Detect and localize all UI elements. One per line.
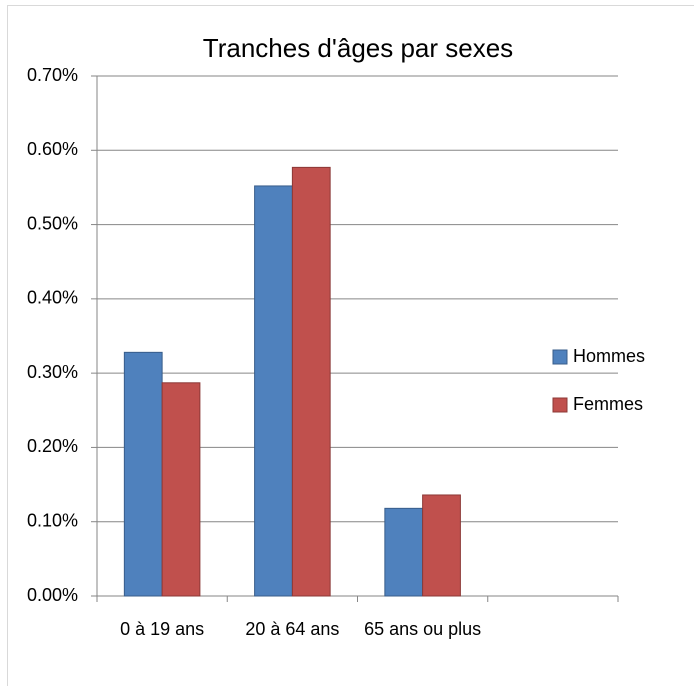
bar: [161, 382, 201, 597]
y-tick-label: 0.30%: [27, 362, 78, 382]
x-tick-label: 20 à 64 ans: [245, 619, 340, 639]
legend-label: Hommes: [573, 346, 645, 366]
bar: [422, 494, 461, 597]
y-tick-label: 0.60%: [27, 139, 78, 159]
y-tick-label: 0.50%: [27, 213, 78, 233]
x-tick-label: 0 à 19 ans: [120, 619, 205, 639]
chart-title: Tranches d'âges par sexes: [203, 33, 513, 63]
bar: [384, 507, 424, 597]
y-tick-label: 0.20%: [27, 436, 78, 456]
y-tick-label: 0.70%: [27, 65, 78, 85]
chart-border: [7, 5, 694, 686]
legend-swatch: [552, 349, 568, 365]
y-tick-label: 0.40%: [27, 288, 78, 308]
bar: [123, 351, 163, 597]
x-tick-label: 65 ans ou plus: [364, 619, 482, 639]
y-tick-label: 0.00%: [27, 585, 78, 605]
legend-label: Femmes: [573, 394, 643, 414]
bar: [254, 185, 293, 597]
bar: [291, 166, 331, 597]
y-tick-label: 0.10%: [27, 510, 78, 530]
legend-swatch: [552, 397, 568, 413]
